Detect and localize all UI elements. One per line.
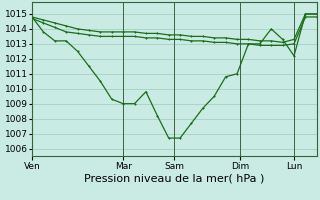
X-axis label: Pression niveau de la mer( hPa ): Pression niveau de la mer( hPa )	[84, 173, 265, 183]
